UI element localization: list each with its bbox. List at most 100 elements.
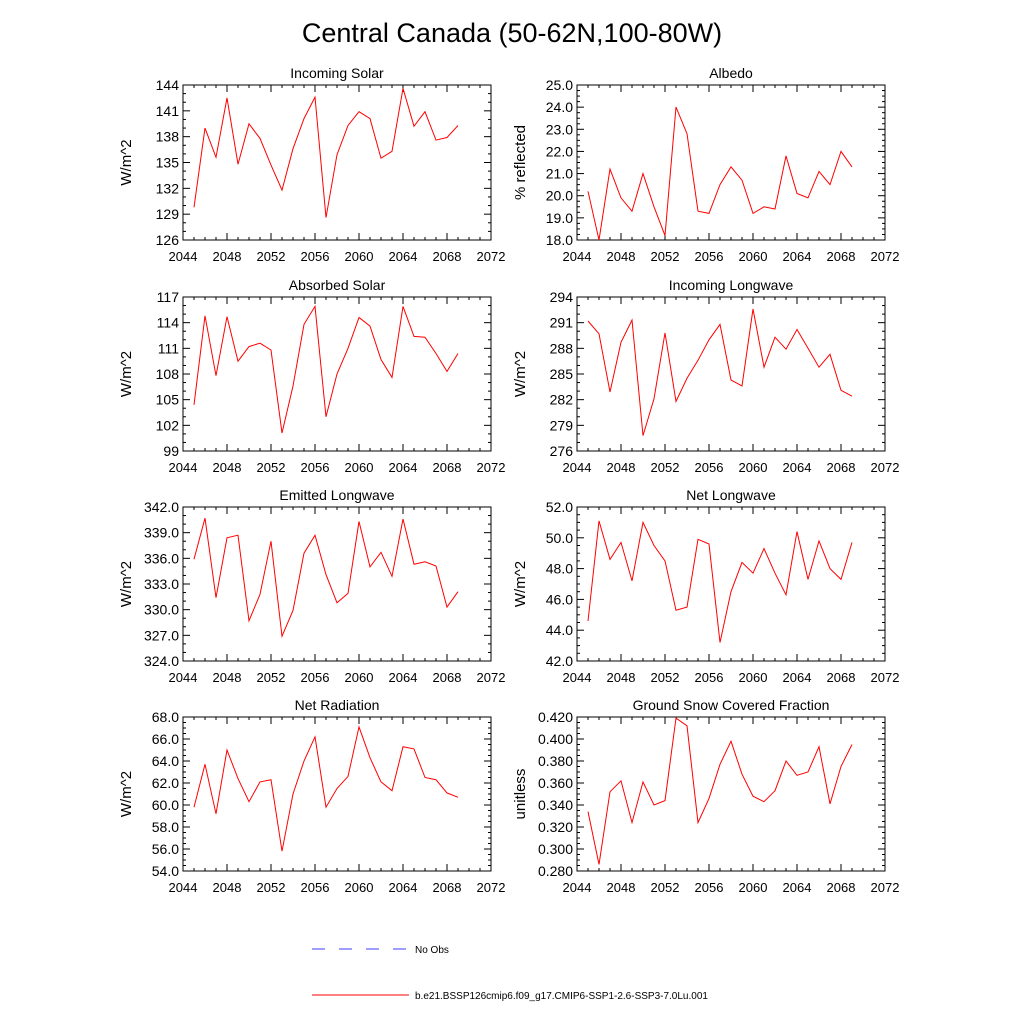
series-line [193,304,459,434]
y-tick-label: 333.0 [144,576,179,592]
x-tick-label: 2060 [739,249,768,264]
y-tick-label: 54.0 [152,863,179,879]
x-tick-label: 2072 [871,460,900,475]
x-tick-label: 2060 [345,460,374,475]
series-line [587,308,853,436]
panel-title: Albedo [709,65,753,81]
y-tick-label: 282 [550,392,574,408]
x-tick-label: 2064 [389,460,418,475]
y-axis-label: W/m^2 [118,139,135,185]
x-tick-label: 2068 [827,670,856,685]
y-tick-label: 25.0 [546,77,573,93]
y-tick-label: 291 [550,315,574,331]
y-tick-label: 64.0 [152,753,179,769]
plot-frame [182,716,492,872]
y-tick-label: 22.0 [546,143,573,159]
y-tick-label: 23.0 [546,121,573,137]
y-tick-label: 0.380 [538,753,573,769]
plot-frame [576,506,886,662]
y-tick-label: 99 [163,443,179,459]
y-tick-label: 58.0 [152,819,179,835]
x-tick-label: 2064 [783,249,812,264]
y-tick-label: 114 [157,315,180,331]
x-tick-label: 2044 [563,670,592,685]
panel-title: Ground Snow Covered Fraction [633,697,830,713]
plot-frame [182,506,492,662]
plot-frame [576,296,886,452]
panel-1: Albedo % reflected 2044 2048 2052 2056 2060 206… [512,65,899,264]
x-tick-label: 2072 [477,460,506,475]
y-tick-label: 0.360 [538,775,573,791]
x-tick-label: 2052 [257,249,286,264]
x-tick-label: 2072 [871,670,900,685]
y-tick-label: 62.0 [152,775,179,791]
x-tick-label: 2072 [477,670,506,685]
y-axis-label: W/m^2 [118,351,135,397]
x-tick-label: 2052 [651,460,680,475]
y-tick-label: 141 [156,103,180,119]
x-tick-label: 2048 [213,880,242,895]
x-tick-label: 2064 [389,670,418,685]
x-tick-label: 2056 [301,460,330,475]
y-tick-label: 19.0 [546,210,573,226]
y-tick-label: 0.420 [538,709,573,725]
x-tick-label: 2056 [301,670,330,685]
x-tick-label: 2052 [651,249,680,264]
x-tick-label: 2056 [695,670,724,685]
y-tick-label: 0.320 [538,819,573,835]
figure-title: Central Canada (50-62N,100-80W) [302,18,722,48]
x-tick-label: 2044 [169,880,198,895]
x-tick-label: 2048 [607,670,636,685]
x-tick-label: 2064 [783,460,812,475]
y-tick-label: 0.400 [538,731,573,747]
x-tick-label: 2052 [257,670,286,685]
x-tick-label: 2044 [169,249,198,264]
y-tick-label: 0.280 [538,863,573,879]
panel-2: Absorbed Solar W/m^2 2044 2048 2052 2056 2060 2… [118,277,505,475]
panel-title: Net Radiation [295,697,380,713]
x-tick-label: 2068 [433,460,462,475]
panel-7: Ground Snow Covered Fraction unitless 2044… [512,697,899,895]
y-tick-label: 44.0 [546,622,573,638]
y-tick-label: 339.0 [144,525,179,541]
x-tick-label: 2048 [213,249,242,264]
x-tick-label: 2052 [651,670,680,685]
x-tick-label: 2056 [695,880,724,895]
series-line [587,106,853,241]
plot-frame [576,84,886,241]
x-tick-label: 2072 [871,880,900,895]
x-tick-label: 2048 [607,249,636,264]
x-tick-label: 2064 [783,670,812,685]
x-tick-label: 2044 [563,460,592,475]
x-tick-label: 2068 [433,249,462,264]
panel-title: Incoming Longwave [669,277,794,293]
x-tick-label: 2052 [257,460,286,475]
x-tick-label: 2064 [389,249,418,264]
x-tick-label: 2072 [871,249,900,264]
x-tick-label: 2052 [651,880,680,895]
panels: Incoming Solar W/m^2 2044 2048 2052 2056 2060 2… [118,65,899,895]
x-tick-label: 2044 [169,670,198,685]
y-tick-label: 56.0 [152,841,179,857]
panel-title: Absorbed Solar [289,277,386,293]
y-tick-label: 342.0 [144,499,179,515]
panel-3: Incoming Longwave W/m^2 2044 2048 2052 2056 20… [512,277,899,475]
panel-4: Emitted Longwave W/m^2 2044 2048 2052 2056 206… [118,487,505,685]
x-tick-label: 2048 [213,460,242,475]
y-tick-label: 42.0 [546,653,573,669]
x-tick-label: 2068 [827,460,856,475]
x-tick-label: 2072 [477,880,506,895]
x-tick-label: 2060 [345,249,374,264]
y-tick-label: 276 [550,443,574,459]
x-tick-label: 2068 [827,249,856,264]
series-line [587,717,853,865]
series-line [193,88,459,218]
x-tick-label: 2060 [739,670,768,685]
x-tick-label: 2044 [169,460,198,475]
series-line [193,517,459,639]
y-tick-label: 135 [156,155,180,171]
panel-0: Incoming Solar W/m^2 2044 2048 2052 2056 2060 2… [118,65,505,264]
panel-6: Net Radiation W/m^2 2044 2048 2052 2056 2060 20… [118,697,505,895]
x-tick-label: 2072 [477,249,506,264]
